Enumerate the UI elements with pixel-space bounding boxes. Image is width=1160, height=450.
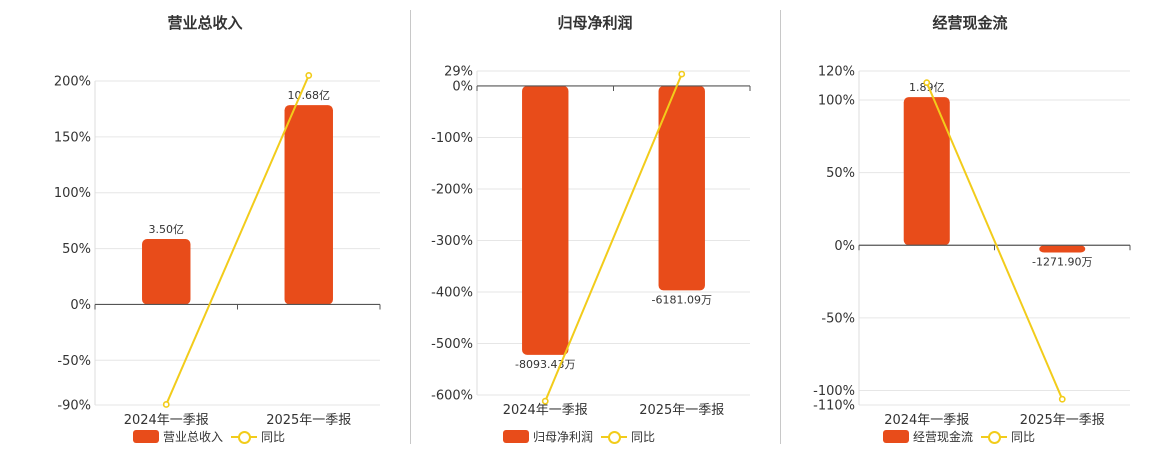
x-category-label: 2024年一季报 [503, 403, 588, 418]
y-tick-label: 200% [54, 75, 91, 90]
bar-data-label: -8093.43万 [515, 358, 575, 371]
y-tick-label: 29% [444, 65, 473, 80]
chart-panel-cash-flow: 经营现金流 -110% -100% -50% 0% 50% 100% 120% 1.89亿 -1… [780, 0, 1160, 450]
yoy-line [165, 75, 310, 405]
bar [658, 85, 705, 291]
legend-bar-swatch [133, 429, 159, 443]
legend-bar-label: 归母净利润 [533, 429, 594, 444]
y-tick-label: 0% [834, 239, 855, 254]
x-category-label: 2025年一季报 [639, 403, 724, 418]
y-tick-label: 50% [826, 166, 855, 181]
chart-title: 归母净利润 [557, 14, 633, 32]
legend-item-line[interactable]: 同比 [231, 428, 285, 445]
chart-title: 营业总收入 [167, 14, 243, 32]
chart-legend: 经营现金流 同比 [883, 428, 1043, 444]
y-tick-label: -50% [57, 354, 91, 369]
bar [1039, 245, 1086, 253]
chart-panel-net-profit: 归母净利润 -600% -500% -400% -300% -200% -100% 0% 29… [410, 0, 780, 450]
bar [522, 85, 569, 355]
y-tick-label: -100% [431, 131, 473, 146]
chart-legend: 归母净利润 同比 [503, 428, 663, 444]
y-tick-label: 150% [54, 130, 91, 145]
legend-item-bar[interactable]: 归母净利润 [503, 428, 593, 445]
yoy-point [923, 79, 931, 87]
chart-panel-revenue: 营业总收入 -90% -50% 0% 50% 100% 150% 200% 3.50亿 10.6… [0, 0, 410, 450]
y-tick-label: 100% [818, 94, 855, 109]
legend-line-label: 同比 [1011, 429, 1036, 444]
chart-plot-area: -600% -500% -400% -300% -200% -100% 0%29% -8093… [431, 65, 751, 418]
y-tick-label: -100% [813, 384, 855, 399]
y-tick-label: -50% [821, 311, 855, 326]
yoy-point [162, 401, 170, 408]
y-tick-label: 100% [54, 186, 91, 201]
legend-line-label: 同比 [261, 429, 286, 444]
y-tick-label: -300% [431, 234, 473, 249]
bar-data-label: 3.50亿 [149, 223, 185, 236]
bar-data-label: -1271.90万 [1032, 256, 1092, 269]
chart-plot-area: -90% -50% 0% 50% 100% 150% 200% 3.50亿 10.68亿 2024… [54, 72, 381, 428]
yoy-point [541, 397, 549, 405]
bar-data-label: 10.68亿 [288, 89, 331, 102]
bar-data-label: -6181.09万 [652, 293, 712, 306]
legend-bar-swatch [883, 429, 909, 443]
y-tick-label: -90% [57, 399, 91, 414]
bar-data-label: 1.89亿 [909, 81, 945, 94]
panel-divider [410, 10, 411, 444]
y-tick-label: -110% [813, 399, 855, 414]
legend-line-label: 同比 [631, 429, 656, 444]
chart-plot-area: -110%-100% -50% 0% 50% 100% 120% 1.89亿 -1271.90… [813, 65, 1131, 428]
legend-bar-label: 经营现金流 [913, 429, 974, 444]
yoy-line [544, 73, 683, 402]
x-category-label: 2025年一季报 [266, 413, 351, 428]
chart-title: 经营现金流 [932, 14, 1008, 32]
x-category-label: 2024年一季报 [884, 413, 969, 428]
y-tick-label: -400% [431, 285, 473, 300]
legend-item-bar[interactable]: 营业总收入 [133, 428, 223, 445]
y-tick-label: 120% [818, 65, 855, 80]
y-tick-label: -600% [431, 389, 473, 404]
panel-divider [780, 10, 781, 444]
y-tick-label: -500% [431, 337, 473, 352]
yoy-point [1058, 395, 1066, 403]
x-category-label: 2025年一季报 [1020, 413, 1105, 428]
yoy-point [678, 70, 686, 78]
legend-line-swatch [231, 430, 258, 444]
y-tick-label: 0% [70, 298, 91, 313]
bar [284, 105, 333, 305]
chart-legend: 营业总收入 同比 [133, 428, 293, 444]
bar [142, 238, 191, 305]
legend-bar-swatch [503, 429, 529, 443]
x-category-label: 2024年一季报 [124, 413, 209, 428]
y-tick-label: 0% [452, 79, 473, 94]
bar [903, 97, 950, 246]
yoy-point [305, 72, 313, 79]
legend-bar-label: 营业总收入 [163, 429, 224, 444]
legend-item-bar[interactable]: 经营现金流 [883, 428, 973, 445]
y-tick-label: -200% [431, 182, 473, 197]
legend-item-line[interactable]: 同比 [601, 428, 655, 445]
yoy-line [925, 82, 1064, 400]
legend-item-line[interactable]: 同比 [981, 428, 1035, 445]
y-tick-label: 50% [62, 242, 91, 257]
legend-line-swatch [981, 430, 1008, 444]
legend-line-swatch [601, 430, 628, 444]
